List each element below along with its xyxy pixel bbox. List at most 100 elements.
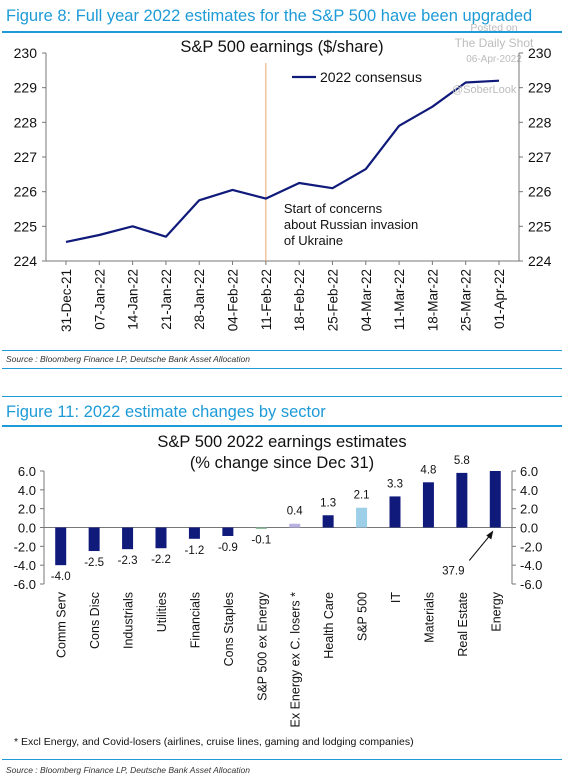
y-tick-label-left: 4.0 [18, 483, 36, 498]
bar-value-label: -2.5 [84, 557, 104, 569]
category-label: Financials [188, 592, 202, 648]
bar-value-label: 4.8 [420, 464, 436, 476]
y-tick-label-left: 6.0 [18, 464, 36, 479]
x-tick-label: 18-Mar-22 [425, 269, 440, 331]
sector-bar-chart: S&P 500 2022 earnings estimates (% change… [14, 433, 543, 728]
x-tick-label: 18-Feb-22 [292, 269, 307, 331]
y-tick-label-left: -6.0 [14, 577, 36, 592]
earnings-line-chart: S&P 500 earnings ($/share) 224 224 225 225 22… [14, 38, 552, 332]
category-label: Utilities [155, 592, 169, 632]
watermark-date: 06-Apr-2022 [466, 54, 522, 65]
series-line-2022-consensus [65, 79, 500, 243]
bar [155, 527, 167, 549]
annotation-text: of Ukraine [284, 233, 343, 248]
y-tick-label-left: -4.0 [14, 558, 36, 573]
y-tick-label-right: -2.0 [520, 539, 542, 554]
bar [456, 472, 468, 528]
y-tick-label-left: 2.0 [18, 502, 36, 517]
bar [289, 523, 301, 528]
bar-value-label: 1.3 [320, 497, 336, 509]
y-tick-label-left: 227 [14, 149, 38, 165]
x-tick-label: 04-Feb-22 [226, 269, 241, 331]
figure-11-source: Source : Bloomberg Finance LP, Deutsche … [6, 765, 250, 775]
y-tick-label-left: 226 [14, 184, 38, 200]
figure-11-title-rule [2, 425, 562, 427]
annotation-text: about Russian invasion [284, 217, 418, 232]
y-tick-label-right: 226 [528, 184, 552, 200]
figure-8-source: Source : Bloomberg Finance LP, Deutsche … [6, 354, 250, 364]
y-tick-label-right: 2.0 [520, 502, 538, 517]
x-tick-label: 07-Jan-22 [92, 269, 107, 330]
y-tick-label-left: 0.0 [18, 521, 36, 536]
y-tick-label-left: 225 [14, 218, 38, 234]
figure-11-top-rule [2, 396, 562, 397]
y-tick-label-right: 225 [528, 218, 552, 234]
y-tick-label-right: -4.0 [520, 558, 542, 573]
x-tick-label: 25-Mar-22 [459, 269, 474, 331]
bar [255, 527, 267, 529]
y-tick-label-left: 230 [14, 45, 38, 61]
bar [422, 482, 434, 528]
category-label: Health Care [322, 592, 336, 659]
chart-title: S&P 500 earnings ($/share) [180, 38, 383, 56]
figure-11-footnote: * Excl Energy, and Covid-losers (airline… [14, 736, 414, 748]
bar-value-label: 5.8 [454, 455, 470, 467]
bar [88, 527, 100, 552]
y-tick-label-right: 229 [528, 80, 552, 96]
y-tick-label-left: 224 [14, 253, 38, 269]
y-tick-label-left: -2.0 [14, 539, 36, 554]
bar-value-label: 3.3 [387, 478, 403, 490]
figure-8-bottom-rule [2, 350, 562, 351]
y-tick-label-left: 228 [14, 114, 38, 130]
x-tick-label: 11-Feb-22 [259, 269, 274, 330]
figure-8-source-rule [2, 368, 562, 369]
watermark-outlet: The Daily Shot [454, 36, 534, 50]
energy-arrowhead [486, 530, 494, 540]
x-tick-label: 31-Dec-21 [59, 269, 74, 332]
category-label: Industrials [122, 592, 136, 649]
y-tick-label-right: 6.0 [520, 464, 538, 479]
figure-11-title: Figure 11: 2022 estimate changes by sect… [6, 403, 326, 421]
y-tick-label-right: -6.0 [520, 577, 542, 592]
bar-value-label: 37.9 [442, 566, 464, 578]
category-label: Materials [422, 592, 436, 643]
y-tick-label-right: 4.0 [520, 483, 538, 498]
bar [389, 496, 401, 528]
y-tick-label-left: 229 [14, 80, 38, 96]
y-tick-label-right: 228 [528, 114, 552, 130]
annotation-text: Start of concerns [284, 201, 383, 216]
y-tick-label-right: 227 [528, 149, 552, 165]
chart-title-line-2: (% change since Dec 31) [190, 454, 374, 472]
bar-value-label: 2.1 [354, 490, 370, 502]
y-tick-label-right: 230 [528, 45, 552, 61]
bar-value-label: 0.4 [287, 506, 304, 518]
bar-value-label: -1.2 [185, 545, 205, 557]
category-label: IT [389, 592, 403, 603]
x-tick-label: 28-Jan-22 [192, 269, 207, 330]
category-label: Cons Staples [222, 592, 236, 666]
x-tick-label: 14-Jan-22 [126, 269, 141, 330]
bar-value-label: -0.9 [218, 542, 238, 554]
bar [55, 527, 67, 566]
category-label: Comm Serv [55, 591, 69, 658]
category-label: Cons Disc [88, 592, 102, 649]
bar-value-label: -0.1 [251, 534, 271, 546]
category-label: Ex Energy ex C. losers * [289, 592, 303, 728]
x-tick-label: 21-Jan-22 [159, 269, 174, 330]
x-tick-label: 25-Feb-22 [325, 269, 340, 331]
x-tick-label: 11-Mar-22 [392, 269, 407, 330]
watermark-handle: @SoberLook [452, 84, 517, 96]
bar [122, 527, 134, 550]
y-tick-label-right: 224 [528, 253, 552, 269]
bar-value-label: -4.0 [51, 571, 71, 583]
y-tick-label-right: 0.0 [520, 521, 538, 536]
bar-value-label: -2.2 [151, 554, 171, 566]
bar [489, 471, 501, 528]
category-label: Energy [489, 591, 503, 631]
x-tick-label: 01-Apr-22 [492, 269, 507, 329]
figure-8-title-rule [2, 31, 562, 33]
legend-label: 2022 consensus [320, 69, 422, 85]
figure-11-bottom-rule [2, 759, 562, 760]
bar [222, 527, 234, 536]
chart-title-line-1: S&P 500 2022 earnings estimates [157, 433, 406, 451]
